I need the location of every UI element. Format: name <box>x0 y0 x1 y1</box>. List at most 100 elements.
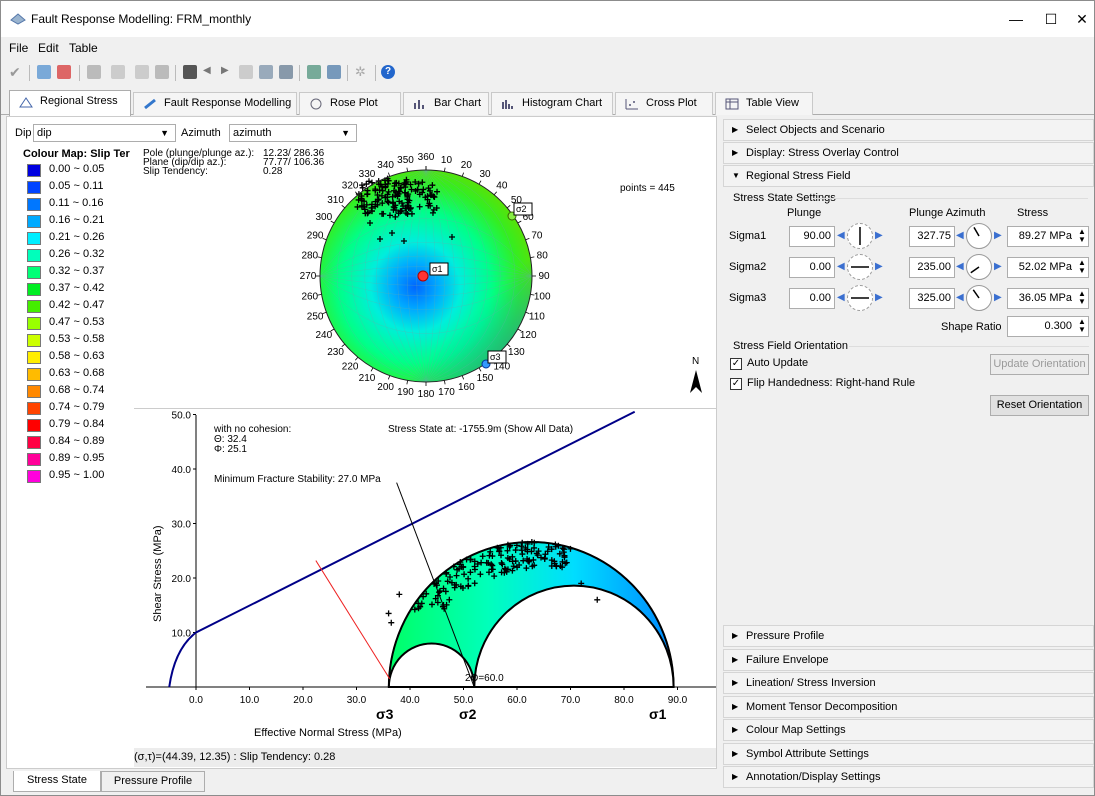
update-orientation-button[interactable]: Update Orientation <box>990 354 1089 375</box>
shape-ratio-input[interactable]: 0.300 <box>1007 316 1089 337</box>
spinner-icon[interactable]: ▲ ▼ <box>1078 227 1086 244</box>
menu-file[interactable]: File <box>9 41 29 55</box>
settings-icon[interactable]: ✲ <box>355 64 366 79</box>
section-collapsed[interactable]: ▶ Symbol Attribute Settings <box>723 742 1094 765</box>
tab-rose-plot[interactable]: Rose Plot <box>299 92 401 115</box>
arrow-right-icon[interactable]: ▶ <box>994 292 1002 303</box>
arrow-left-icon[interactable]: ◀ <box>956 292 964 303</box>
tab-table-view[interactable]: Table View <box>715 92 813 115</box>
tab-fault-response-modelling[interactable]: Fault Response Modelling <box>133 92 297 115</box>
azimuth-label: 190 <box>397 387 414 398</box>
close-button[interactable]: ✕ <box>1076 11 1088 27</box>
section-collapsed[interactable]: ▶ Colour Map Settings <box>723 719 1094 741</box>
plunge-input[interactable]: 0.00 <box>789 257 835 278</box>
min-fracture-text: Minimum Fracture Stability: 27.0 MPa <box>214 474 381 485</box>
x-tick-label: 30.0 <box>347 695 367 706</box>
next-icon[interactable]: ▶ <box>221 65 229 76</box>
x-tick-label: 0.0 <box>189 695 203 706</box>
azimuth-label: 20 <box>461 160 473 171</box>
edit-icon[interactable] <box>307 65 321 79</box>
plunge-input[interactable]: 0.00 <box>789 288 835 309</box>
section-collapsed[interactable]: ▶ Pressure Profile <box>723 625 1094 647</box>
select-icon[interactable] <box>37 65 51 79</box>
stress-input[interactable]: 89.27 MPa <box>1007 226 1089 247</box>
redo-icon[interactable] <box>111 65 125 79</box>
section-collapsed[interactable]: ▶ Lineation/ Stress Inversion <box>723 672 1094 694</box>
tab-cross-plot[interactable]: Cross Plot <box>615 92 713 115</box>
replace-icon[interactable] <box>239 65 253 79</box>
menu-table[interactable]: Table <box>69 41 98 55</box>
x-tick-label: 40.0 <box>400 695 420 706</box>
azimuth-label: 300 <box>315 212 332 223</box>
tab-bar-chart[interactable]: Bar Chart <box>403 92 489 115</box>
arrow-right-icon[interactable]: ▶ <box>994 230 1002 241</box>
minimize-button[interactable]: — <box>1009 11 1023 27</box>
spinner-icon[interactable]: ▲ ▼ <box>1078 258 1086 275</box>
arrow-right-icon[interactable]: ▶ <box>875 261 883 272</box>
arrow-left-icon[interactable]: ◀ <box>837 292 845 303</box>
legend-label: 0.11 ~ 0.16 <box>49 197 104 209</box>
section-display-overlay[interactable]: ▶ Display: Stress Overlay Control <box>723 142 1094 164</box>
find-icon[interactable] <box>183 65 197 79</box>
tab-stress-state[interactable]: Stress State <box>13 771 101 792</box>
sigma1-marker[interactable] <box>417 270 429 282</box>
help-icon[interactable]: ? <box>381 65 395 79</box>
stereonet-plot[interactable]: Pole (plunge/plunge az.): 12.23/ 286.36 … <box>134 141 716 409</box>
stress-input[interactable]: 52.02 MPa <box>1007 257 1089 278</box>
arrow-right-icon[interactable]: ▶ <box>875 230 883 241</box>
plunge-input[interactable]: 90.00 <box>789 226 835 247</box>
plunge-dial[interactable] <box>847 223 873 249</box>
azimuth-dial[interactable] <box>966 285 992 311</box>
plunge-dial[interactable] <box>847 254 873 280</box>
section-select-objects[interactable]: ▶ Select Objects and Scenario <box>723 119 1094 141</box>
spinner-icon[interactable]: ▲ ▼ <box>1078 289 1086 306</box>
arrow-left-icon[interactable]: ◀ <box>956 261 964 272</box>
legend-swatch <box>27 232 41 245</box>
legend-label: 0.32 ~ 0.37 <box>49 265 105 277</box>
azimuth-select[interactable]: azimuth ▼ <box>229 124 357 142</box>
azimuth-dial[interactable] <box>966 254 992 280</box>
plunge-azimuth-input[interactable]: 325.00 <box>909 288 955 309</box>
plunge-dial[interactable] <box>847 285 873 311</box>
arrow-right-icon[interactable]: ▶ <box>994 261 1002 272</box>
tab-pressure-profile[interactable]: Pressure Profile <box>101 771 205 792</box>
section-collapsed[interactable]: ▶ Moment Tensor Decomposition <box>723 695 1094 718</box>
check-icon[interactable]: ✔ <box>9 64 21 80</box>
paste-icon[interactable] <box>155 65 169 79</box>
spinner-icon[interactable]: ▲ ▼ <box>1078 317 1086 334</box>
stress-input[interactable]: 36.05 MPa <box>1007 288 1089 309</box>
deselect-icon[interactable] <box>57 65 71 79</box>
tab-regional-stress[interactable]: Regional Stress <box>9 90 131 116</box>
mohr-circle-plot[interactable]: 0.0 10.0 20.0 30.0 40.0 50.0 60.0 70.0 80.0 90.0 … <box>134 410 716 747</box>
azimuth-label: 280 <box>301 251 318 262</box>
flip-handedness-checkbox[interactable]: ✓ <box>730 378 742 390</box>
arrow-left-icon[interactable]: ◀ <box>837 230 845 241</box>
legend-swatch <box>27 317 41 330</box>
chevron-right-icon: ▶ <box>732 748 739 758</box>
section-regional-stress-field[interactable]: ▼ Regional Stress Field <box>723 165 1094 187</box>
undo-icon[interactable] <box>87 65 101 79</box>
menu-edit[interactable]: Edit <box>38 41 59 55</box>
plunge-azimuth-input[interactable]: 327.75 <box>909 226 955 247</box>
grid-icon[interactable] <box>327 65 341 79</box>
dip-select[interactable]: dip ▼ <box>33 124 176 142</box>
maximize-button[interactable]: ☐ <box>1044 11 1058 27</box>
section-collapsed[interactable]: ▶ Failure Envelope <box>723 648 1094 671</box>
tab-histogram-chart[interactable]: Histogram Chart <box>491 92 613 115</box>
rose-plot-icon <box>310 98 322 110</box>
arrow-left-icon[interactable]: ◀ <box>837 261 845 272</box>
azimuth-label: 270 <box>300 271 317 282</box>
azimuth-label: 30 <box>479 169 491 180</box>
arrow-left-icon[interactable]: ◀ <box>956 230 964 241</box>
cohesion-text: with no cohesion: <box>213 424 291 435</box>
auto-update-checkbox[interactable]: ✓ <box>730 358 742 370</box>
reset-orientation-button[interactable]: Reset Orientation <box>990 395 1089 416</box>
tool-icon[interactable] <box>259 65 273 79</box>
prev-icon[interactable]: ◀ <box>203 65 211 76</box>
copy-icon[interactable] <box>135 65 149 79</box>
plunge-azimuth-input[interactable]: 235.00 <box>909 257 955 278</box>
table-icon[interactable] <box>279 65 293 79</box>
section-collapsed[interactable]: ▶ Annotation/Display Settings <box>723 766 1094 788</box>
azimuth-dial[interactable] <box>966 223 992 249</box>
arrow-right-icon[interactable]: ▶ <box>875 292 883 303</box>
